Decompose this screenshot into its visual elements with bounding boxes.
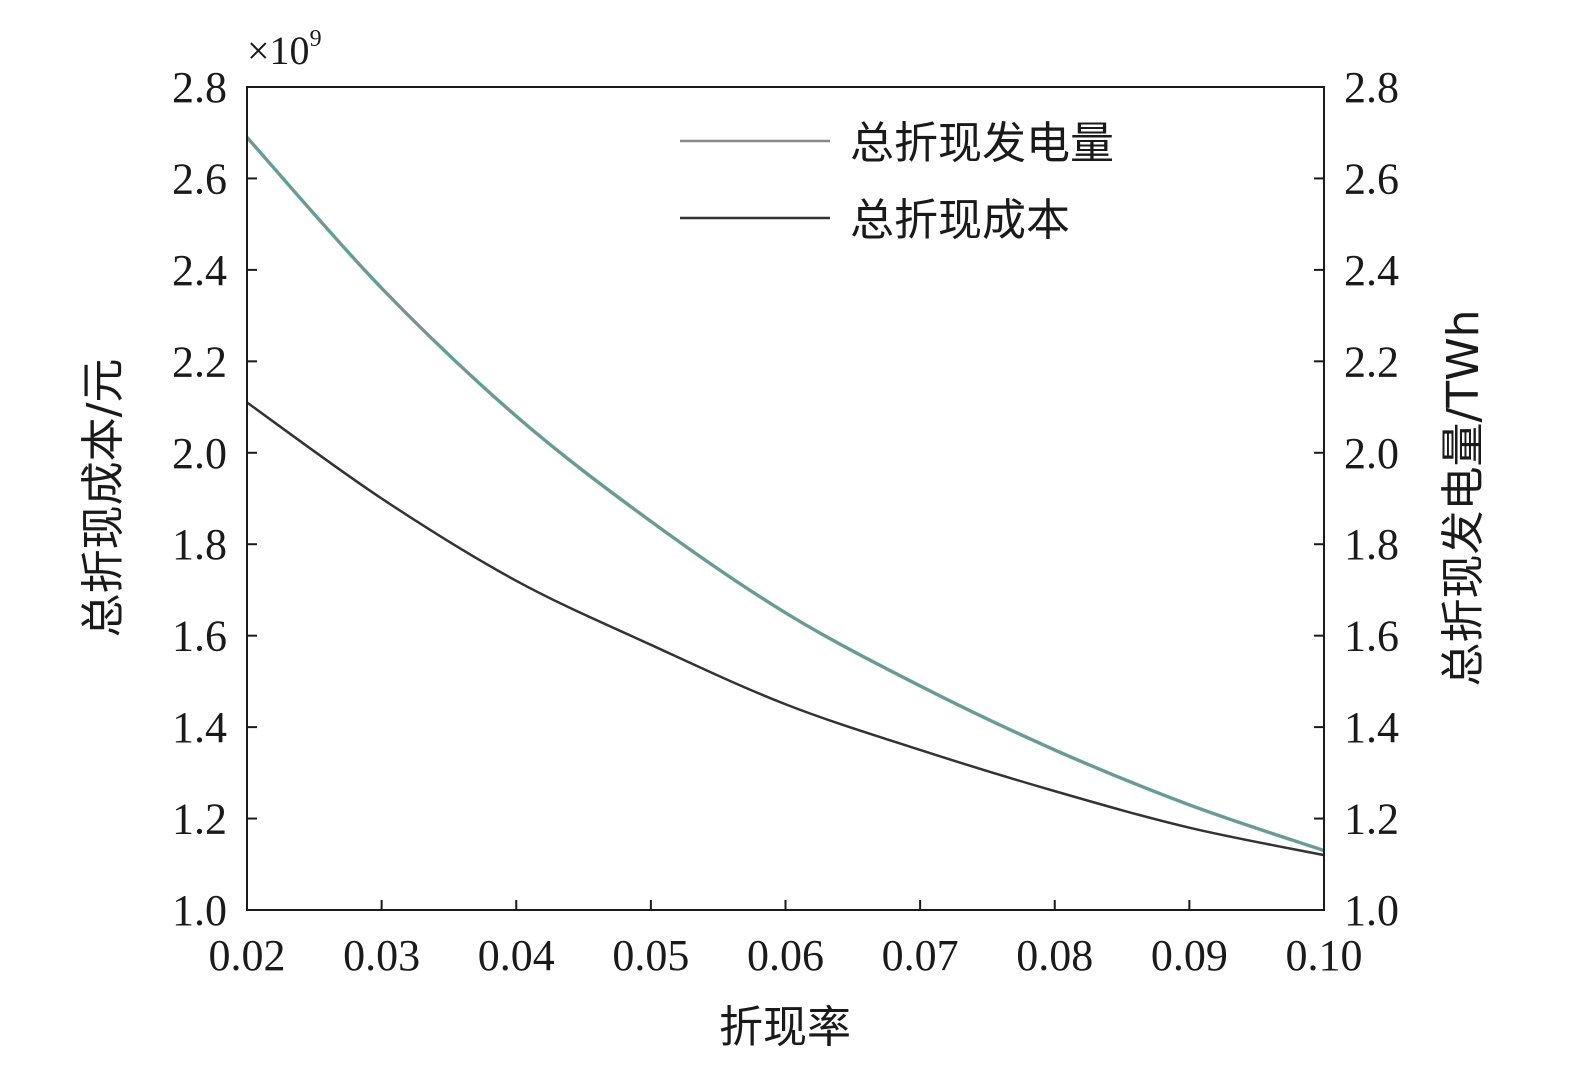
- y-right-tick-label: 2.8: [1344, 63, 1399, 112]
- x-tick-label: 0.06: [747, 931, 824, 980]
- series-line-glow: [245, 136, 1325, 853]
- y-right-tick-label: 2.4: [1344, 246, 1399, 295]
- x-tick-label: 0.03: [343, 931, 420, 980]
- y-axis-left-title: 总折现成本/元: [78, 359, 129, 638]
- y-left-tick-label: 1.2: [172, 795, 227, 844]
- y-right-tick-label: 1.2: [1344, 795, 1399, 844]
- y-left-tick-label: 1.8: [172, 520, 227, 569]
- x-tick-label: 0.04: [478, 931, 555, 980]
- y-left-tick-label: 2.6: [172, 154, 227, 203]
- series-line-generation: [246, 136, 1325, 852]
- x-axis-title: 折现率: [719, 1002, 851, 1053]
- x-tick-label: 0.08: [1016, 931, 1093, 980]
- legend: 总折现发电量 总折现成本: [680, 118, 1114, 246]
- y-axis-left-ticks: 1.0 1.2 1.4 1.6 1.8 2.0 2.2 2.4 2.6 2.8: [172, 63, 257, 935]
- x-axis-ticks: 0.02 0.03 0.04 0.05 0.06 0.07 0.08 0.09 0.10: [209, 900, 1363, 980]
- x-tick-label: 0.07: [882, 931, 959, 980]
- y-axis-right-title: 总折现发电量/TWh: [1438, 309, 1489, 686]
- y-left-tick-label: 2.4: [172, 246, 227, 295]
- y-right-tick-label: 2.6: [1344, 154, 1399, 203]
- x-tick-label: 0.05: [612, 931, 689, 980]
- y-left-tick-label: 2.2: [172, 337, 227, 386]
- y-axis-right-ticks: 1.0 1.2 1.4 1.6 1.8 2.0 2.2 2.4 2.6 2.8: [1314, 63, 1399, 935]
- x-tick-label: 0.10: [1286, 931, 1363, 980]
- y-left-tick-label: 2.8: [172, 63, 227, 112]
- x-tick-label: 0.02: [209, 931, 286, 980]
- series-layer: [245, 136, 1325, 857]
- y-right-tick-label: 1.6: [1344, 612, 1399, 661]
- y-right-tick-label: 2.0: [1344, 429, 1399, 478]
- y-right-tick-label: 1.4: [1344, 703, 1399, 752]
- x-tick-label: 0.09: [1151, 931, 1228, 980]
- plot-frame: [246, 86, 1325, 911]
- y-left-tick-label: 1.0: [172, 886, 227, 935]
- y-right-tick-label: 1.8: [1344, 520, 1399, 569]
- y-left-tick-label: 1.6: [172, 612, 227, 661]
- y-left-tick-label: 2.0: [172, 429, 227, 478]
- y-right-tick-label: 2.2: [1344, 337, 1399, 386]
- left-axis-multiplier: ×109: [247, 26, 322, 73]
- legend-label-generation: 总折现发电量: [850, 118, 1114, 169]
- y-right-tick-label: 1.0: [1344, 886, 1399, 935]
- series-line-cost: [246, 401, 1325, 857]
- legend-label-cost: 总折现成本: [850, 195, 1070, 246]
- y-left-tick-label: 1.4: [172, 703, 227, 752]
